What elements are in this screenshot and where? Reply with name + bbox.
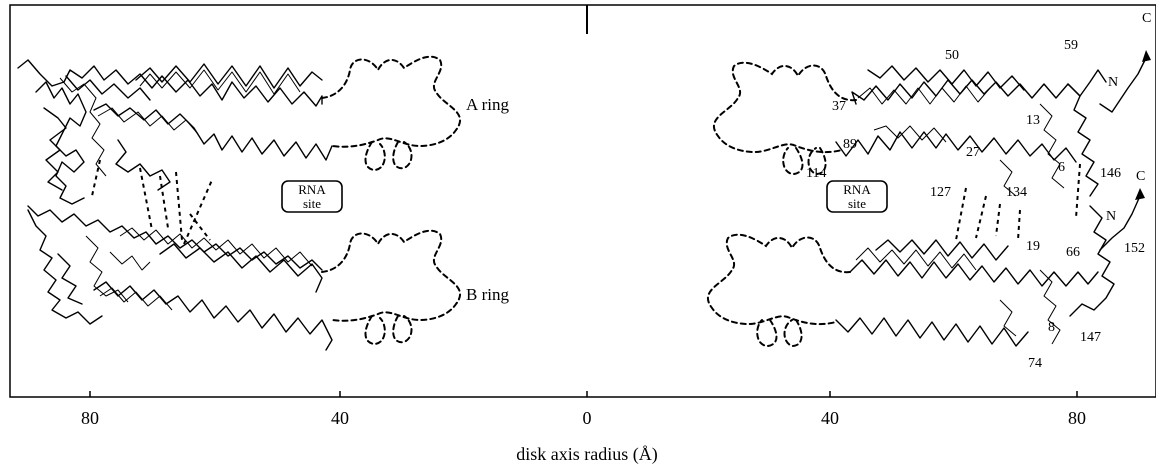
residue-19: 19: [1026, 239, 1040, 254]
left-crosslinks: [91, 159, 213, 245]
c-terminus-arrows: [1135, 50, 1151, 200]
residue-127: 127: [930, 185, 951, 200]
x-axis-ticks: [89, 391, 1078, 397]
rna-site-left-line1: RNA: [298, 182, 326, 197]
tick-label-left-80: 80: [81, 408, 99, 428]
x-axis-title: disk axis radius (Å): [516, 444, 657, 465]
c-terminus-2: C: [1136, 169, 1145, 184]
residue-114: 114: [806, 166, 826, 181]
residue-74: 74: [1028, 356, 1042, 371]
residue-labels: 50 59 C 37 N 13 89 27 114 6 146 127 134 …: [806, 11, 1151, 371]
rna-site-right-line1: RNA: [843, 182, 871, 197]
tick-label-left-40: 40: [331, 408, 349, 428]
residue-27: 27: [966, 145, 980, 160]
residue-147: 147: [1080, 330, 1101, 345]
n-terminus-2: N: [1106, 209, 1116, 224]
rna-site-left-line2: site: [303, 196, 321, 211]
right-protein-trace: [835, 57, 1147, 347]
n-terminus-1: N: [1108, 75, 1118, 90]
c-terminus-1: C: [1142, 11, 1151, 26]
residue-50: 50: [945, 48, 959, 63]
b-ring-label: B ring: [466, 285, 509, 304]
rna-site-right-line2: site: [848, 196, 866, 211]
residue-134: 134: [1006, 185, 1027, 200]
tick-label-right-40: 40: [821, 408, 839, 428]
residue-146: 146: [1100, 166, 1121, 181]
residue-37: 37: [832, 99, 846, 114]
plot-frame: [9, 4, 1156, 398]
residue-66: 66: [1066, 245, 1080, 260]
x-axis-tick-labels: 80 40 0 40 80: [81, 408, 1086, 428]
residue-59: 59: [1064, 38, 1078, 53]
a-ring-label: A ring: [466, 95, 509, 114]
right-dashed-loops: [706, 61, 857, 348]
left-protein-trace: [17, 59, 333, 351]
residue-89: 89: [843, 137, 857, 152]
left-dashed-loops: [321, 55, 462, 346]
tick-label-right-80: 80: [1068, 408, 1086, 428]
tick-label-0: 0: [583, 408, 592, 428]
residue-6: 6: [1058, 160, 1065, 175]
residue-8: 8: [1048, 320, 1055, 335]
residue-152: 152: [1124, 241, 1145, 256]
rna-site-right: RNA site: [826, 180, 888, 213]
residue-13: 13: [1026, 113, 1040, 128]
right-crosslinks: [955, 163, 1081, 241]
rna-site-left: RNA site: [281, 180, 343, 213]
